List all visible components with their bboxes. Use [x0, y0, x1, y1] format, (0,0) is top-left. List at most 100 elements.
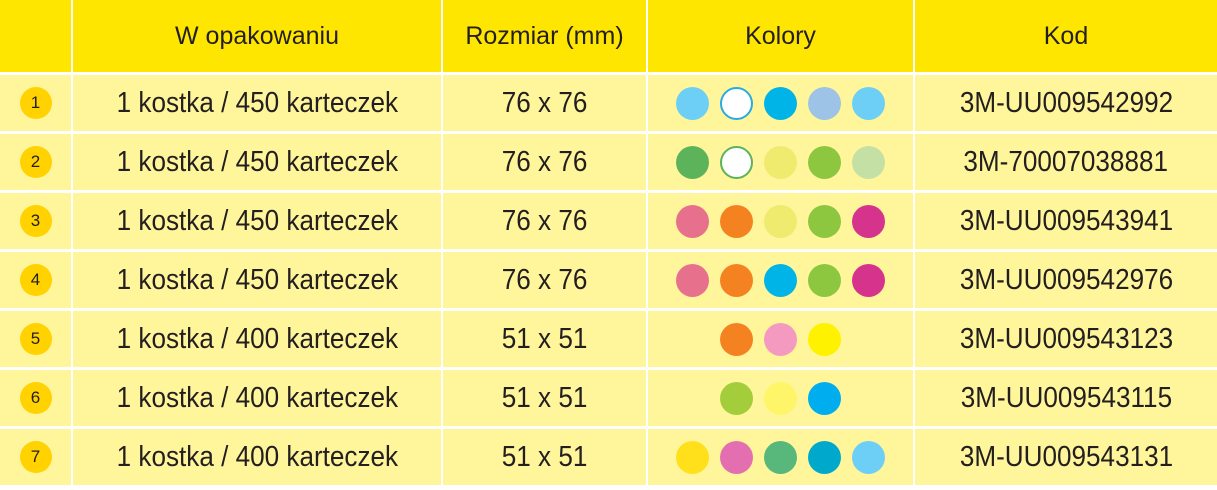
- color-swatch: [764, 145, 797, 179]
- color-swatch: [764, 322, 797, 356]
- header-cell: Kod: [915, 0, 1217, 72]
- color-swatch: [676, 145, 709, 179]
- code-text: 3M-UU009543123: [959, 322, 1173, 355]
- package-cell: 1 kostka / 400 karteczek: [73, 311, 441, 367]
- code-text: 3M-UU009543115: [960, 381, 1172, 414]
- colors-cell: [648, 429, 913, 485]
- color-swatch: [808, 204, 841, 238]
- color-swatch: [764, 263, 797, 297]
- size-text: 76 x 76: [501, 263, 588, 296]
- colors-cell: [648, 134, 913, 190]
- package-cell: 1 kostka / 450 karteczek: [73, 75, 441, 131]
- code-cell: 3M-UU009543941: [915, 193, 1217, 249]
- row-number: 7: [19, 441, 52, 473]
- color-swatch: [852, 86, 885, 120]
- code-cell: 3M-70007038881: [915, 134, 1217, 190]
- colors-cell: [648, 75, 913, 131]
- row-number: 3: [19, 205, 52, 237]
- package-text: 1 kostka / 400 karteczek: [116, 440, 398, 473]
- package-cell: 1 kostka / 450 karteczek: [73, 252, 441, 308]
- row-number: 6: [19, 382, 52, 414]
- size-text: 51 x 51: [501, 322, 588, 355]
- package-cell: 1 kostka / 450 karteczek: [73, 193, 441, 249]
- code-cell: 3M-UU009543131: [915, 429, 1217, 485]
- size-text: 51 x 51: [501, 381, 588, 414]
- color-swatch: [808, 440, 841, 474]
- colors-cell: [648, 193, 913, 249]
- row-number: 2: [19, 146, 52, 178]
- code-cell: 3M-UU009542976: [915, 252, 1217, 308]
- color-swatch: [720, 381, 753, 415]
- color-swatch: [764, 204, 797, 238]
- header-cell: W opakowaniu: [73, 0, 441, 72]
- color-swatch: [852, 440, 885, 474]
- code-cell: 3M-UU009543123: [915, 311, 1217, 367]
- color-swatch: [764, 440, 797, 474]
- size-text: 76 x 76: [501, 204, 588, 237]
- code-text: 3M-UU009542992: [959, 86, 1173, 119]
- color-swatch: [808, 381, 841, 415]
- size-cell: 76 x 76: [443, 134, 646, 190]
- size-text: 76 x 76: [501, 145, 588, 178]
- color-swatch: [808, 263, 841, 297]
- code-text: 3M-UU009543131: [959, 440, 1173, 473]
- size-cell: 51 x 51: [443, 311, 646, 367]
- package-cell: 1 kostka / 400 karteczek: [73, 429, 441, 485]
- size-cell: 76 x 76: [443, 193, 646, 249]
- size-cell: 76 x 76: [443, 75, 646, 131]
- color-swatch: [720, 145, 753, 179]
- colors-cell: [648, 252, 913, 308]
- color-swatch: [852, 145, 885, 179]
- color-swatch: [676, 440, 709, 474]
- header-cell: [0, 0, 71, 72]
- number-cell: 5: [0, 311, 71, 367]
- color-swatch: [676, 263, 709, 297]
- code-text: 3M-UU009542976: [959, 263, 1173, 296]
- color-swatch: [676, 86, 709, 120]
- colors-cell: [648, 311, 913, 367]
- color-swatch: [676, 204, 709, 238]
- size-cell: 51 x 51: [443, 370, 646, 426]
- number-cell: 3: [0, 193, 71, 249]
- number-cell: 7: [0, 429, 71, 485]
- color-swatch: [720, 86, 753, 120]
- package-text: 1 kostka / 400 karteczek: [116, 322, 398, 355]
- size-cell: 76 x 76: [443, 252, 646, 308]
- code-cell: 3M-UU009543115: [915, 370, 1217, 426]
- size-text: 51 x 51: [501, 440, 588, 473]
- color-swatch: [808, 322, 841, 356]
- package-text: 1 kostka / 450 karteczek: [116, 263, 398, 296]
- code-cell: 3M-UU009542992: [915, 75, 1217, 131]
- color-swatch: [720, 263, 753, 297]
- number-cell: 1: [0, 75, 71, 131]
- color-swatch: [720, 440, 753, 474]
- color-swatch: [764, 381, 797, 415]
- header-cell: Rozmiar (mm): [443, 0, 646, 72]
- colors-cell: [648, 370, 913, 426]
- row-number: 4: [19, 264, 52, 296]
- package-cell: 1 kostka / 400 karteczek: [73, 370, 441, 426]
- number-cell: 2: [0, 134, 71, 190]
- color-swatch: [852, 263, 885, 297]
- size-text: 76 x 76: [501, 86, 588, 119]
- size-cell: 51 x 51: [443, 429, 646, 485]
- number-cell: 6: [0, 370, 71, 426]
- number-cell: 4: [0, 252, 71, 308]
- color-swatch: [720, 322, 753, 356]
- header-cell: Kolory: [648, 0, 913, 72]
- color-swatch: [764, 86, 797, 120]
- package-cell: 1 kostka / 450 karteczek: [73, 134, 441, 190]
- color-swatch: [808, 145, 841, 179]
- color-swatch: [720, 204, 753, 238]
- color-swatch: [852, 204, 885, 238]
- package-text: 1 kostka / 450 karteczek: [116, 145, 398, 178]
- color-swatch: [808, 86, 841, 120]
- package-text: 1 kostka / 450 karteczek: [116, 86, 398, 119]
- code-text: 3M-70007038881: [963, 145, 1169, 178]
- package-text: 1 kostka / 450 karteczek: [116, 204, 398, 237]
- code-text: 3M-UU009543941: [959, 204, 1173, 237]
- row-number: 5: [19, 323, 52, 355]
- row-number: 1: [19, 87, 52, 119]
